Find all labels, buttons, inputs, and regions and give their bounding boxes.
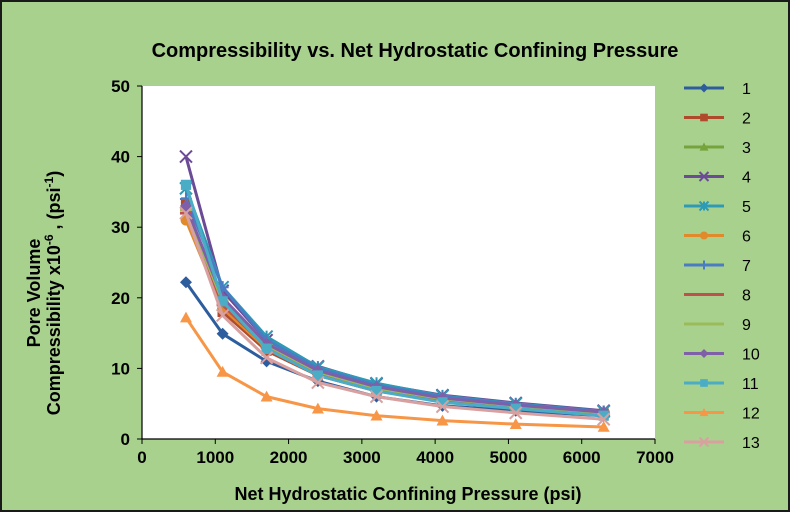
series-12: [179, 311, 610, 432]
legend-marker: [698, 200, 710, 212]
legend-item-12: 12: [684, 406, 760, 423]
axes: [137, 85, 656, 444]
series-line: [184, 184, 604, 418]
data-point: [597, 420, 610, 432]
legend-marker: [699, 83, 709, 93]
legend-label: 12: [742, 406, 760, 423]
x-tick-label: 7000: [636, 448, 674, 467]
x-tick-label: 4000: [416, 448, 454, 467]
legend-marker: [700, 113, 708, 122]
legend-label: 11: [742, 376, 759, 393]
legend-label: 7: [742, 258, 751, 275]
data-point: [370, 409, 383, 421]
legend-item-4: 4: [684, 170, 751, 187]
y-tick-label: 0: [121, 430, 130, 449]
legend-marker: [700, 379, 708, 387]
series-11: [180, 179, 609, 421]
data-point: [216, 365, 229, 377]
x-tick-label: 6000: [563, 448, 601, 467]
legend-label: 2: [742, 111, 751, 128]
legend-marker: [699, 142, 709, 151]
plot-area: [142, 86, 655, 439]
legend-item-13: 13: [684, 435, 760, 452]
legend-item-11: 11: [684, 376, 759, 393]
series-line: [184, 205, 604, 414]
legend-label: 13: [742, 435, 760, 452]
data-point: [216, 327, 229, 340]
legend-label: 1: [742, 81, 751, 98]
legend-item-8: 8: [684, 288, 751, 305]
legend-item-3: 3: [684, 140, 751, 157]
legend-item-7: 7: [684, 258, 751, 275]
legend-marker: [699, 408, 709, 417]
data-point: [261, 343, 272, 354]
data-point: [179, 276, 192, 289]
data-point: [260, 390, 273, 402]
legend-label: 8: [742, 288, 751, 305]
legend-marker: [699, 260, 709, 270]
y-tick-label: 40: [111, 148, 130, 167]
legend-label: 6: [742, 229, 751, 246]
legend-label: 4: [742, 170, 751, 187]
data-point: [217, 296, 228, 307]
x-tick-label: 5000: [490, 448, 528, 467]
chart-title: Compressibility vs. Net Hydrostatic Conf…: [152, 40, 679, 62]
x-tick-label: 3000: [343, 448, 381, 467]
legend-label: 10: [742, 347, 760, 364]
data-point: [437, 397, 448, 408]
series-line: [184, 316, 604, 429]
data-point: [369, 389, 384, 404]
data-point: [311, 375, 325, 390]
data-point: [509, 418, 522, 429]
data-point: [598, 410, 609, 421]
data-point: [510, 403, 521, 414]
y-tick-label: 10: [111, 359, 130, 378]
data-point: [436, 414, 449, 426]
y-tick-label: 20: [111, 289, 130, 308]
legend-item-9: 9: [684, 317, 751, 334]
legend-label: 9: [742, 317, 751, 334]
legend-item-5: 5: [684, 199, 751, 216]
legend-item-2: 2: [684, 111, 751, 128]
data-point: [435, 399, 450, 414]
legend-label: 3: [742, 140, 751, 157]
x-tick-label: 2000: [270, 448, 308, 467]
x-tick-label: 0: [137, 448, 146, 467]
data-point: [180, 179, 192, 190]
x-tick-label: 1000: [196, 448, 234, 467]
legend-marker: [699, 349, 709, 358]
legend-item-10: 10: [684, 347, 760, 364]
tick-labels: 0 1000 2000 3000 4000 5000 6000 7000 0 10 20 30 40 50: [111, 77, 674, 467]
y-tick-label: 30: [111, 218, 130, 237]
y-axis-label-line2: Compressibility x10-6 , (psi-1): [42, 171, 64, 415]
series-layer: [179, 149, 611, 432]
data-point: [179, 206, 193, 220]
data-point: [259, 351, 274, 365]
legend-marker: [698, 436, 710, 448]
data-point: [312, 370, 323, 381]
legend-marker: [698, 171, 710, 182]
legend-item-6: 6: [684, 229, 751, 246]
data-point: [596, 412, 611, 426]
data-point: [179, 311, 192, 323]
data-point: [311, 402, 324, 414]
data-point: [179, 149, 193, 164]
x-axis-label: Net Hydrostatic Confining Pressure (psi): [234, 484, 581, 504]
series-line: [184, 212, 604, 421]
legend-marker: [699, 231, 709, 240]
series-13: [179, 206, 611, 426]
legend-label: 5: [742, 199, 751, 216]
y-tick-label: 50: [111, 77, 130, 96]
data-point: [371, 385, 382, 397]
legend-item-1: 1: [684, 81, 751, 98]
data-point: [215, 308, 230, 323]
y-axis-label: Pore Volume Compressibility x10-6 , (psi…: [24, 171, 64, 415]
y-axis-label-line1: Pore Volume: [24, 239, 44, 348]
data-point: [509, 406, 523, 420]
